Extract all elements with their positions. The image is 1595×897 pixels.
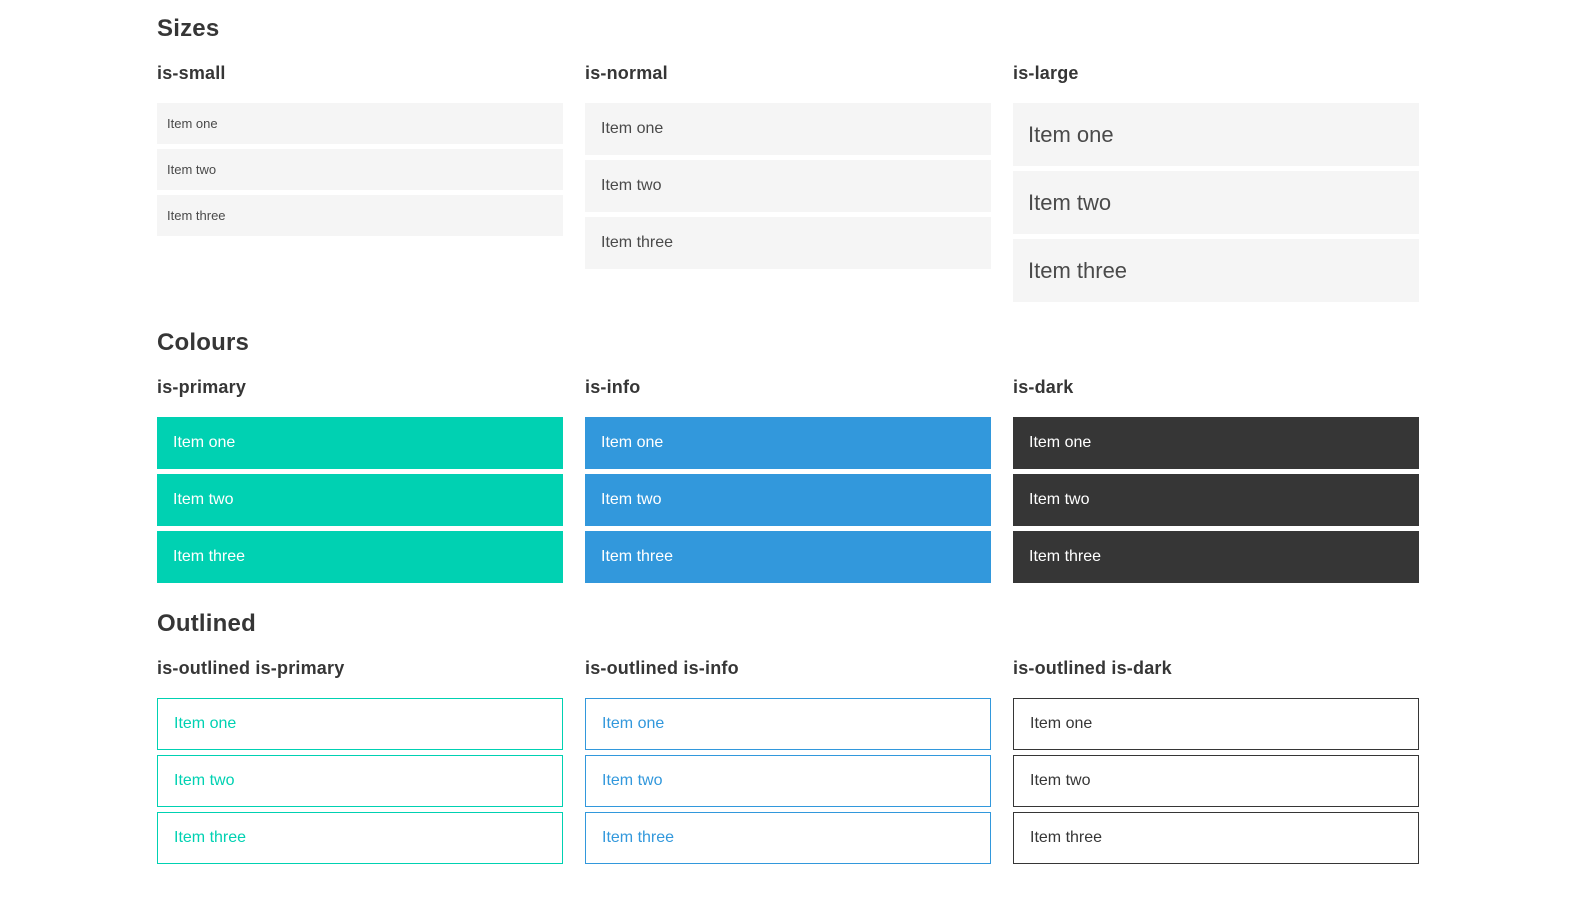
list-is-small: Item one Item two Item three xyxy=(157,103,563,236)
list-item[interactable]: Item two xyxy=(157,755,563,807)
list-item[interactable]: Item three xyxy=(585,531,991,583)
list-item[interactable]: Item one xyxy=(585,103,991,155)
group-is-large: is-large Item one Item two Item three xyxy=(1013,60,1419,302)
list-is-primary: Item one Item two Item three xyxy=(157,417,563,583)
list-item[interactable]: Item two xyxy=(157,149,563,190)
group-is-normal: is-normal Item one Item two Item three xyxy=(585,60,991,269)
group-label-is-outlined-is-dark: is-outlined is-dark xyxy=(1013,658,1172,678)
list-item[interactable]: Item two xyxy=(157,474,563,526)
list-item[interactable]: Item three xyxy=(1013,239,1419,302)
section-outlined: Outlined is-outlined is-primary Item one… xyxy=(157,609,1419,864)
list-item[interactable]: Item two xyxy=(585,474,991,526)
sizes-groups: is-small Item one Item two Item three is… xyxy=(157,60,1419,302)
list-item[interactable]: Item three xyxy=(157,812,563,864)
list-item[interactable]: Item one xyxy=(157,103,563,144)
group-is-small: is-small Item one Item two Item three xyxy=(157,60,563,236)
group-label-is-normal: is-normal xyxy=(585,63,668,83)
group-is-dark: is-dark Item one Item two Item three xyxy=(1013,374,1419,583)
group-label-is-small: is-small xyxy=(157,63,226,83)
list-is-dark: Item one Item two Item three xyxy=(1013,417,1419,583)
section-title-outlined: Outlined xyxy=(157,610,256,637)
group-is-info: is-info Item one Item two Item three xyxy=(585,374,991,583)
list-item[interactable]: Item two xyxy=(1013,755,1419,807)
colours-groups: is-primary Item one Item two Item three … xyxy=(157,374,1419,583)
group-is-outlined-is-dark: is-outlined is-dark Item one Item two It… xyxy=(1013,655,1419,864)
list-item[interactable]: Item three xyxy=(585,217,991,269)
group-label-is-outlined-is-info: is-outlined is-info xyxy=(585,658,739,678)
list-item[interactable]: Item two xyxy=(585,755,991,807)
list-is-outlined-is-primary: Item one Item two Item three xyxy=(157,698,563,864)
list-item[interactable]: Item three xyxy=(1013,531,1419,583)
group-label-is-info: is-info xyxy=(585,377,641,397)
outlined-groups: is-outlined is-primary Item one Item two… xyxy=(157,655,1419,864)
list-item[interactable]: Item one xyxy=(1013,417,1419,469)
list-item[interactable]: Item one xyxy=(585,417,991,469)
list-item[interactable]: Item two xyxy=(1013,474,1419,526)
section-title-sizes: Sizes xyxy=(157,15,220,42)
list-item[interactable]: Item one xyxy=(157,417,563,469)
section-colours: Colours is-primary Item one Item two Ite… xyxy=(157,328,1419,583)
list-item[interactable]: Item three xyxy=(157,531,563,583)
group-label-is-primary: is-primary xyxy=(157,377,247,397)
group-is-primary: is-primary Item one Item two Item three xyxy=(157,374,563,583)
list-is-outlined-is-dark: Item one Item two Item three xyxy=(1013,698,1419,864)
list-item[interactable]: Item three xyxy=(585,812,991,864)
section-sizes: Sizes is-small Item one Item two Item th… xyxy=(157,14,1419,302)
list-is-large: Item one Item two Item three xyxy=(1013,103,1419,302)
section-title-colours: Colours xyxy=(157,329,250,356)
group-label-is-outlined-is-primary: is-outlined is-primary xyxy=(157,658,345,678)
list-item[interactable]: Item three xyxy=(1013,812,1419,864)
group-is-outlined-is-primary: is-outlined is-primary Item one Item two… xyxy=(157,655,563,864)
list-is-info: Item one Item two Item three xyxy=(585,417,991,583)
list-item[interactable]: Item two xyxy=(1013,171,1419,234)
list-item[interactable]: Item one xyxy=(1013,698,1419,750)
list-item[interactable]: Item one xyxy=(585,698,991,750)
list-item[interactable]: Item three xyxy=(157,195,563,236)
list-item[interactable]: Item two xyxy=(585,160,991,212)
list-item[interactable]: Item one xyxy=(1013,103,1419,166)
list-is-outlined-is-info: Item one Item two Item three xyxy=(585,698,991,864)
group-label-is-large: is-large xyxy=(1013,63,1079,83)
group-label-is-dark: is-dark xyxy=(1013,377,1074,397)
group-is-outlined-is-info: is-outlined is-info Item one Item two It… xyxy=(585,655,991,864)
list-item[interactable]: Item one xyxy=(157,698,563,750)
list-is-normal: Item one Item two Item three xyxy=(585,103,991,269)
